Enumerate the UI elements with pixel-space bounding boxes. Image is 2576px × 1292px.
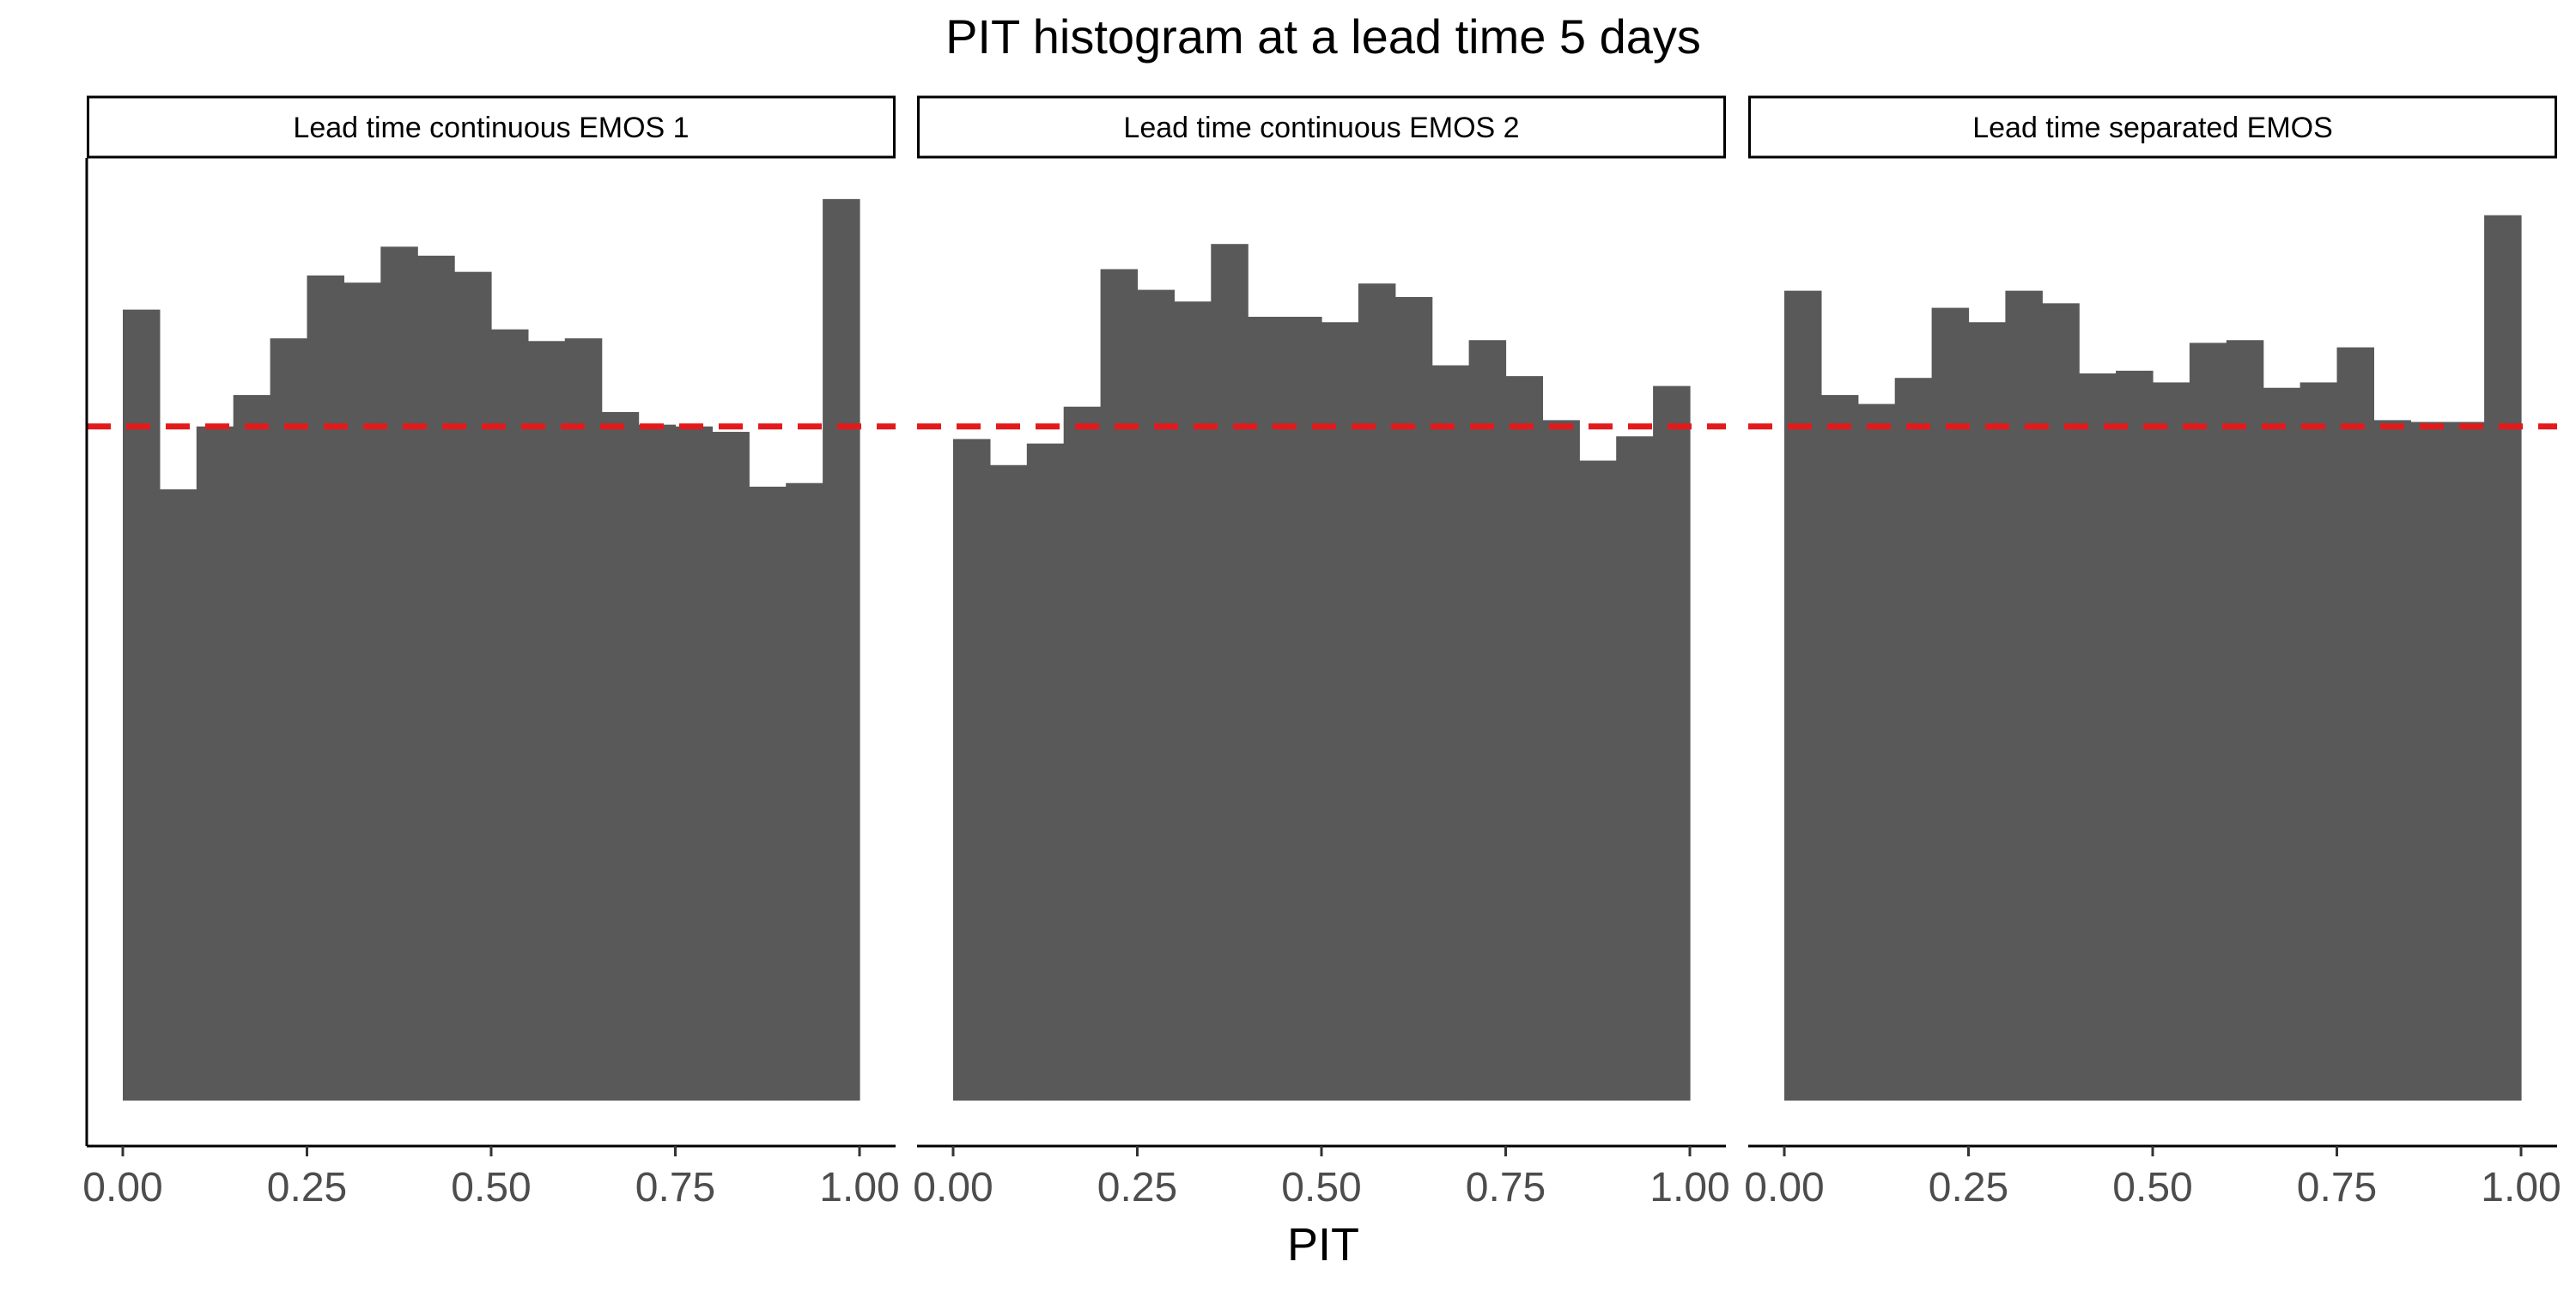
- histogram-bar: [2410, 422, 2448, 1101]
- histogram-bar: [123, 309, 161, 1101]
- histogram-bar: [1174, 301, 1212, 1101]
- x-tick-label: 0.50: [451, 1165, 531, 1210]
- x-tick-label: 0.25: [1929, 1165, 2008, 1210]
- histogram-bar: [1431, 365, 1470, 1101]
- histogram-bar: [1285, 317, 1322, 1101]
- x-tick-label: 1.00: [819, 1165, 899, 1210]
- facet-strip: [1748, 95, 2557, 159]
- histogram-bar: [823, 198, 860, 1101]
- facet-strip: [917, 95, 1726, 159]
- histogram-bar: [1931, 307, 1970, 1101]
- x-tick-label: 0.75: [635, 1165, 715, 1210]
- histogram-bar: [1653, 385, 1691, 1101]
- x-tick-label: 0.50: [1281, 1165, 1361, 1210]
- histogram-bar: [638, 424, 677, 1101]
- histogram-bar: [1784, 290, 1822, 1101]
- histogram-bar: [953, 439, 991, 1101]
- histogram-bar: [1211, 244, 1249, 1101]
- histogram-bar: [343, 282, 381, 1101]
- x-axis-title: PIT: [1287, 1219, 1359, 1271]
- histogram-bar: [1248, 317, 1285, 1101]
- histogram-bar: [1968, 322, 2006, 1101]
- histogram-bar: [1857, 403, 1896, 1101]
- facet-strip-label: Lead time continuous EMOS 1: [293, 112, 689, 144]
- facet-panel: Lead time continuous EMOS 2 0.00 0.25 0.50 0…: [913, 95, 1730, 1210]
- histogram-bar: [1579, 460, 1617, 1101]
- histogram-bar: [159, 489, 197, 1101]
- histogram-bar: [2189, 343, 2227, 1101]
- facet-panel: Lead time continuous EMOS 1 0.00 0.25 0.50 0…: [82, 95, 900, 1210]
- x-tick-label: 0.25: [267, 1165, 347, 1210]
- histogram-bar: [2042, 303, 2080, 1101]
- histogram-bar: [2226, 340, 2264, 1101]
- histogram-bar: [1820, 395, 1859, 1101]
- histogram-bar: [417, 255, 455, 1101]
- histogram-bar: [196, 426, 234, 1101]
- x-tick-label: 0.00: [82, 1165, 162, 1210]
- histogram-bar: [1505, 376, 1543, 1101]
- histogram-bar: [2153, 382, 2190, 1101]
- histogram-bar: [1394, 296, 1433, 1101]
- x-tick-label: 1.00: [2481, 1165, 2561, 1210]
- x-tick-label: 0.25: [1097, 1165, 1177, 1210]
- histogram-bar: [1100, 269, 1139, 1101]
- histogram-bar: [2336, 347, 2374, 1101]
- histogram-bar: [233, 395, 271, 1101]
- histogram-bar: [527, 341, 566, 1101]
- histogram-bar: [491, 329, 529, 1101]
- facet-panels: Lead time continuous EMOS 1 0.00 0.25 0.50 0…: [82, 95, 2561, 1210]
- histogram-bar: [786, 482, 823, 1101]
- histogram-bar: [1321, 322, 1359, 1101]
- x-tick-label: 1.00: [1649, 1165, 1729, 1210]
- histogram-bar: [1468, 340, 1507, 1101]
- histogram-bar: [454, 271, 492, 1101]
- x-tick-label: 0.75: [1466, 1165, 1546, 1210]
- histogram-bar: [989, 464, 1028, 1101]
- histogram-bar: [307, 275, 344, 1101]
- histogram-bar: [2116, 370, 2154, 1101]
- facet-panel: Lead time separated EMOS 0.00 0.25 0.50 0.75…: [1744, 95, 2561, 1210]
- facet-strip-label: Lead time continuous EMOS 2: [1123, 112, 1519, 144]
- x-tick-label: 0.00: [1744, 1165, 1824, 1210]
- histogram-bar: [2484, 215, 2522, 1101]
- histogram-bar: [564, 338, 603, 1101]
- x-tick-label: 0.50: [2112, 1165, 2192, 1210]
- histogram-bar: [1026, 443, 1065, 1101]
- histogram-bar: [2447, 422, 2485, 1101]
- histogram-bar: [380, 246, 418, 1101]
- histogram-bar: [2005, 290, 2043, 1101]
- histogram-bar: [270, 338, 308, 1101]
- histogram-bar: [712, 432, 750, 1101]
- chart-title: PIT histogram at a lead time 5 days: [945, 9, 1701, 64]
- histogram-bar: [2300, 382, 2338, 1101]
- x-tick-label: 0.00: [913, 1165, 993, 1210]
- histogram-bar: [1542, 420, 1580, 1101]
- facet-strip: [87, 95, 896, 159]
- histogram-bar: [2263, 387, 2301, 1101]
- histogram-bar: [2079, 373, 2117, 1101]
- x-tick-label: 0.75: [2297, 1165, 2377, 1210]
- histogram-bar: [675, 426, 713, 1101]
- histogram-bar: [1616, 436, 1654, 1101]
- histogram-bar: [2373, 420, 2411, 1101]
- facet-strip-label: Lead time separated EMOS: [1972, 112, 2333, 144]
- histogram-bar: [749, 486, 787, 1101]
- histogram-bar: [601, 411, 640, 1101]
- histogram-bar: [1137, 289, 1175, 1101]
- histogram-bar: [1894, 378, 1933, 1101]
- histogram-bar: [1063, 406, 1102, 1101]
- histogram-bar: [1358, 283, 1396, 1101]
